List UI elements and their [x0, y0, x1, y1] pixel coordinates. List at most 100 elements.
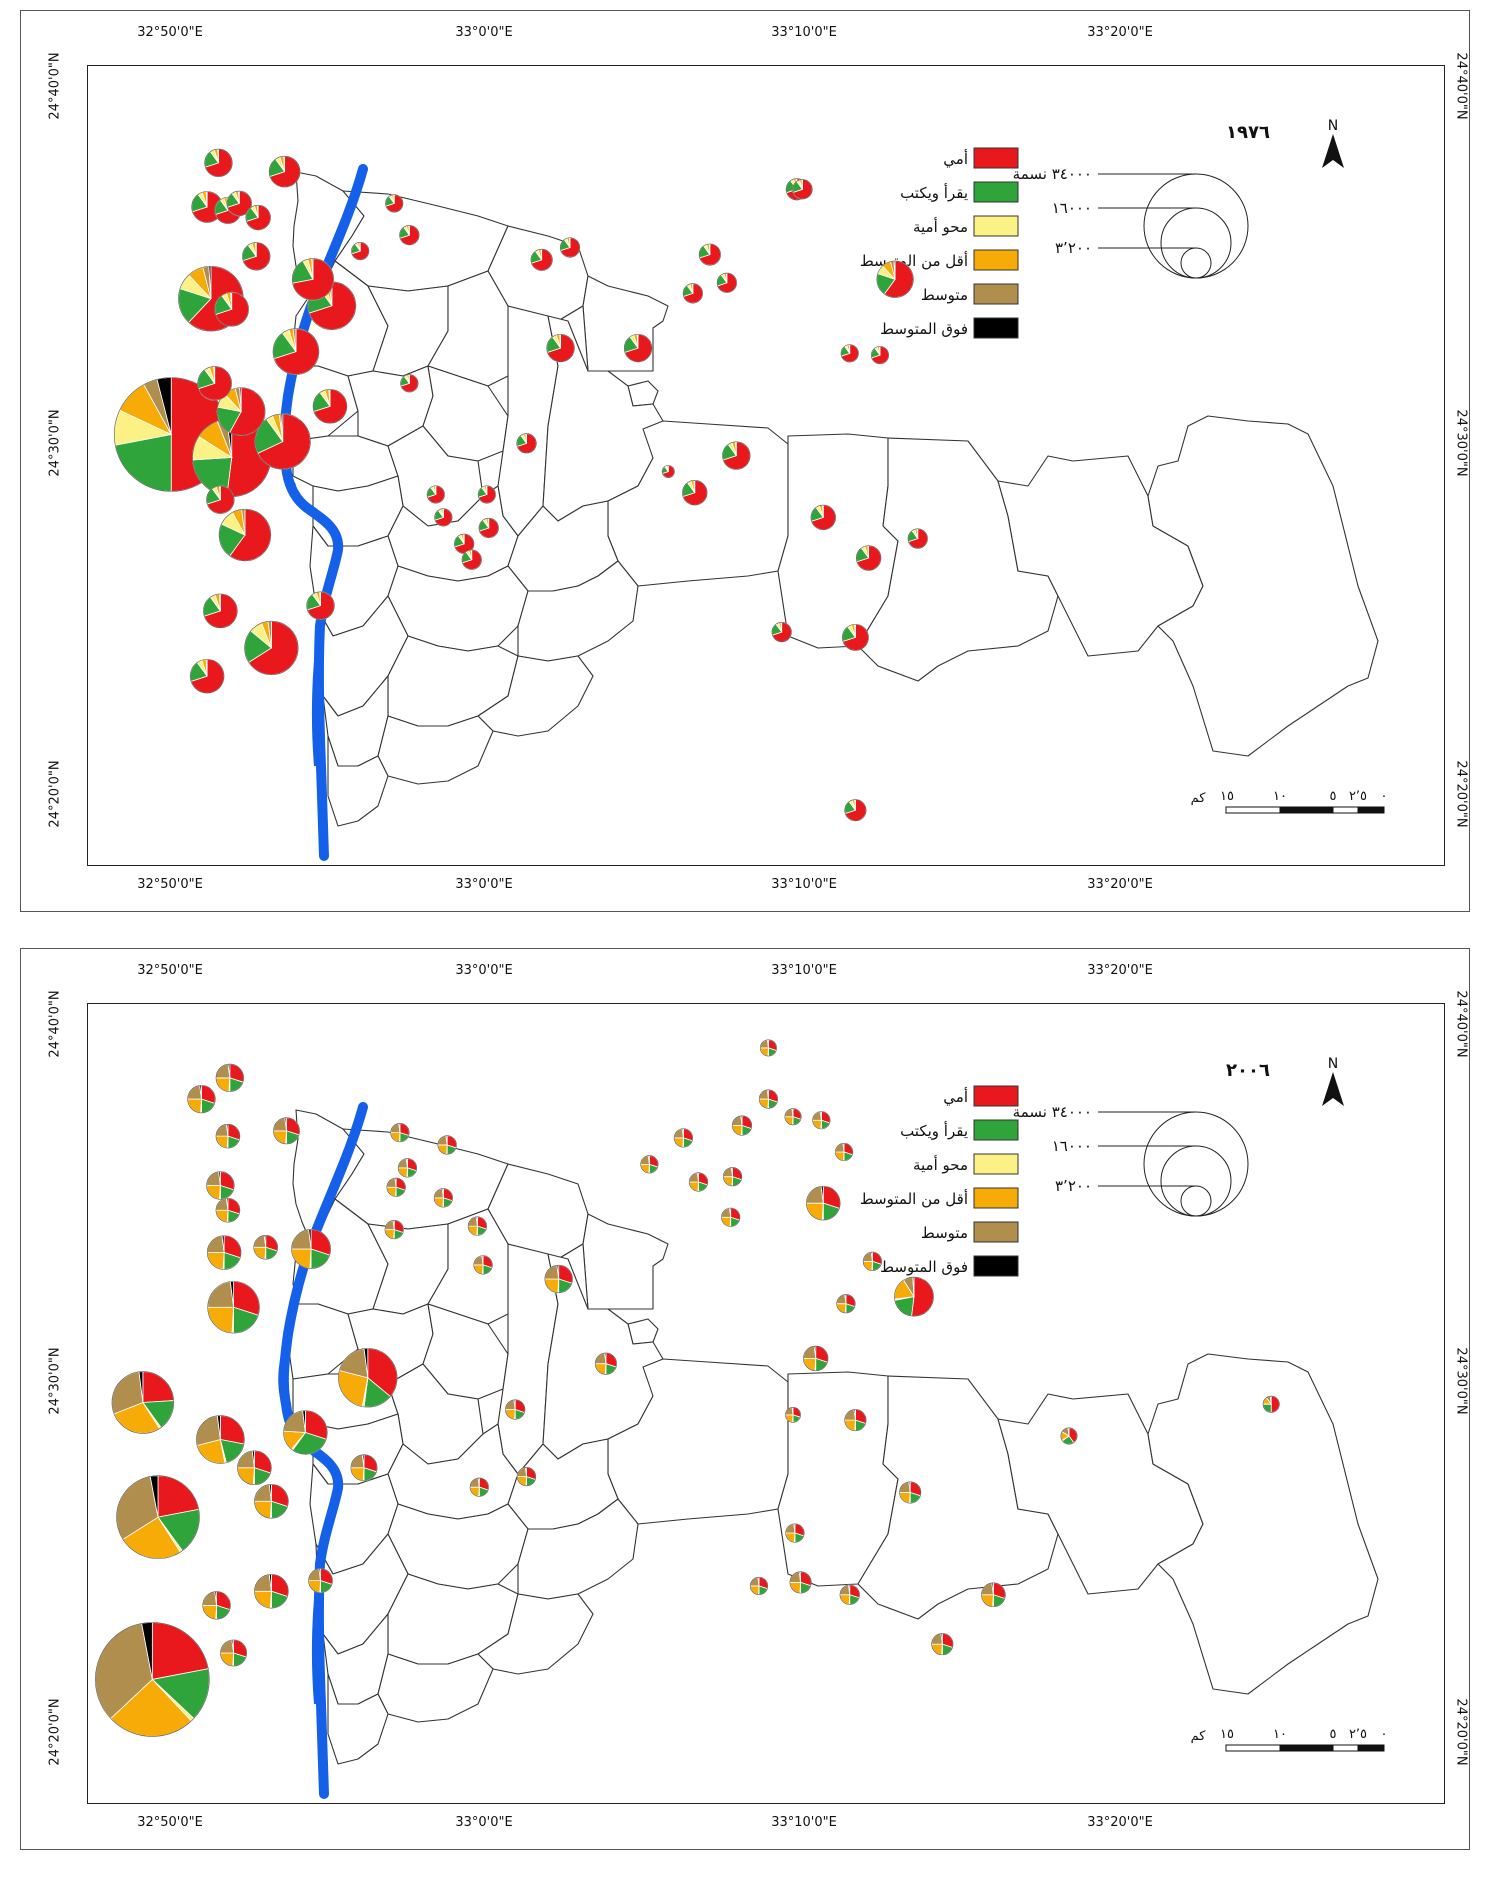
pie-symbol — [253, 1234, 279, 1260]
pie-symbol — [862, 1251, 883, 1272]
pie-symbol — [749, 1576, 769, 1596]
pie-outline — [785, 1406, 801, 1423]
pie-outline — [806, 1185, 841, 1221]
pie-symbol — [623, 333, 653, 363]
size-legend-label: ٣٬٢٠٠ — [1055, 239, 1092, 257]
pie-symbol — [111, 1371, 175, 1434]
pie-symbol — [461, 549, 482, 570]
pie-outline — [283, 1410, 328, 1455]
pie-symbol — [544, 1264, 573, 1294]
district-boundary — [477, 655, 594, 737]
pie-outline — [202, 1591, 231, 1620]
lat-label-left: 24°30'0"N — [47, 1347, 63, 1415]
pie-symbol — [559, 237, 581, 258]
pie-symbol — [237, 1450, 272, 1486]
size-legend-label: ١٦٠٠٠ — [1052, 199, 1092, 217]
legend-item-illiterate: أمي — [943, 147, 1019, 169]
pie-symbol — [870, 345, 890, 365]
lat-label-left: 24°20'0"N — [47, 760, 63, 828]
pie-symbol — [836, 1294, 856, 1314]
scale-segment — [1357, 1744, 1385, 1752]
scale-segment — [1225, 1744, 1281, 1752]
pie-outline — [749, 1576, 769, 1595]
lat-label-left: 24°30'0"N — [47, 409, 63, 477]
pie-outline — [477, 485, 496, 504]
scale-unit: كم — [1191, 791, 1207, 806]
legend-label: يقرأ ويكتب — [900, 183, 968, 202]
scale-bar: كم ١٥ ١٠ ٥ ٢٬٥ ٠ — [1191, 1727, 1387, 1752]
scale-tick: ١٥ — [1220, 789, 1234, 804]
pie-outline — [876, 260, 914, 298]
pie-symbol — [785, 1406, 801, 1423]
district-boundary — [327, 735, 389, 827]
pie-outline — [505, 1399, 526, 1420]
scale-tick: ١٠ — [1273, 789, 1287, 804]
lat-label-right: 24°30'0"N — [1453, 409, 1469, 477]
pie-symbol — [399, 224, 420, 246]
north-arrow-icon — [1322, 134, 1344, 168]
pie-outline — [206, 1235, 242, 1270]
pie-outline — [546, 333, 575, 363]
scale-tick: ١٠ — [1273, 1727, 1287, 1742]
pie-outline — [226, 190, 252, 217]
pie-outline — [216, 387, 266, 436]
pie-outline — [862, 1251, 882, 1271]
north-label: N — [1328, 118, 1338, 134]
pie-symbol — [254, 1573, 289, 1609]
pie-symbol — [202, 1591, 231, 1620]
legend-label: متوسط — [921, 286, 968, 304]
pie-symbol — [839, 1584, 860, 1605]
pie-outline — [661, 465, 675, 479]
lon-label-top: 33°10'0"E — [771, 25, 837, 40]
pie-outline — [559, 237, 581, 258]
pie-slice — [434, 485, 437, 495]
pie-symbol — [226, 190, 253, 217]
district-boundary — [582, 1213, 669, 1310]
pie-symbol — [426, 485, 445, 504]
pie-symbol — [283, 1410, 328, 1455]
pie-outline — [206, 485, 235, 514]
scale-segment — [1279, 1744, 1334, 1752]
pie-slice — [911, 1276, 934, 1317]
district-boundary — [377, 1653, 494, 1723]
pie-outline — [812, 1111, 831, 1130]
pie-outline — [899, 1481, 922, 1504]
pie-outline — [197, 366, 232, 401]
pie-symbol — [810, 504, 837, 531]
pie-symbol — [840, 344, 859, 363]
pie-symbol — [812, 1111, 831, 1130]
pie-outline — [95, 1622, 210, 1737]
scale-tick: ٠ — [1381, 789, 1388, 804]
pie-outline — [215, 1123, 241, 1149]
north-arrow-icon — [1322, 1072, 1344, 1106]
lon-label-bottom: 32°50'0"E — [137, 1815, 203, 1830]
pie-symbol — [688, 1172, 709, 1192]
pie-outline — [758, 1089, 779, 1109]
legend-label: أمي — [943, 1087, 968, 1107]
pie-outline — [461, 549, 482, 570]
pie-symbol — [505, 1399, 526, 1420]
pie-outline — [390, 1123, 410, 1143]
pie-outline — [291, 1229, 331, 1269]
pie-symbol — [291, 258, 335, 301]
district-boundary — [327, 1673, 389, 1765]
pie-outline — [759, 1039, 777, 1057]
legend-swatch — [973, 1085, 1019, 1107]
legend-label: أمي — [943, 149, 968, 169]
north-arrow: N — [1322, 1056, 1344, 1106]
pie-outline — [931, 1633, 954, 1656]
pie-outline — [516, 1467, 537, 1487]
pie-symbol — [244, 620, 299, 676]
district-boundary — [1147, 1353, 1379, 1695]
legend-item-reads-writes: يقرأ ويكتب — [900, 1119, 1019, 1141]
scale-segment — [1332, 1744, 1359, 1752]
pie-outline — [204, 148, 233, 177]
pie-outline — [673, 1128, 693, 1148]
map-frame: ١٩٧٦ N أمي يقرأ ويكتب محو أمية أقل من ال… — [87, 65, 1445, 866]
scale-segment — [1332, 806, 1359, 814]
lon-label-top: 33°0'0"E — [455, 963, 513, 978]
pie-symbol — [722, 441, 751, 470]
pie-slice — [442, 508, 444, 518]
pie-layer — [113, 148, 928, 822]
pie-symbol — [473, 1255, 493, 1275]
